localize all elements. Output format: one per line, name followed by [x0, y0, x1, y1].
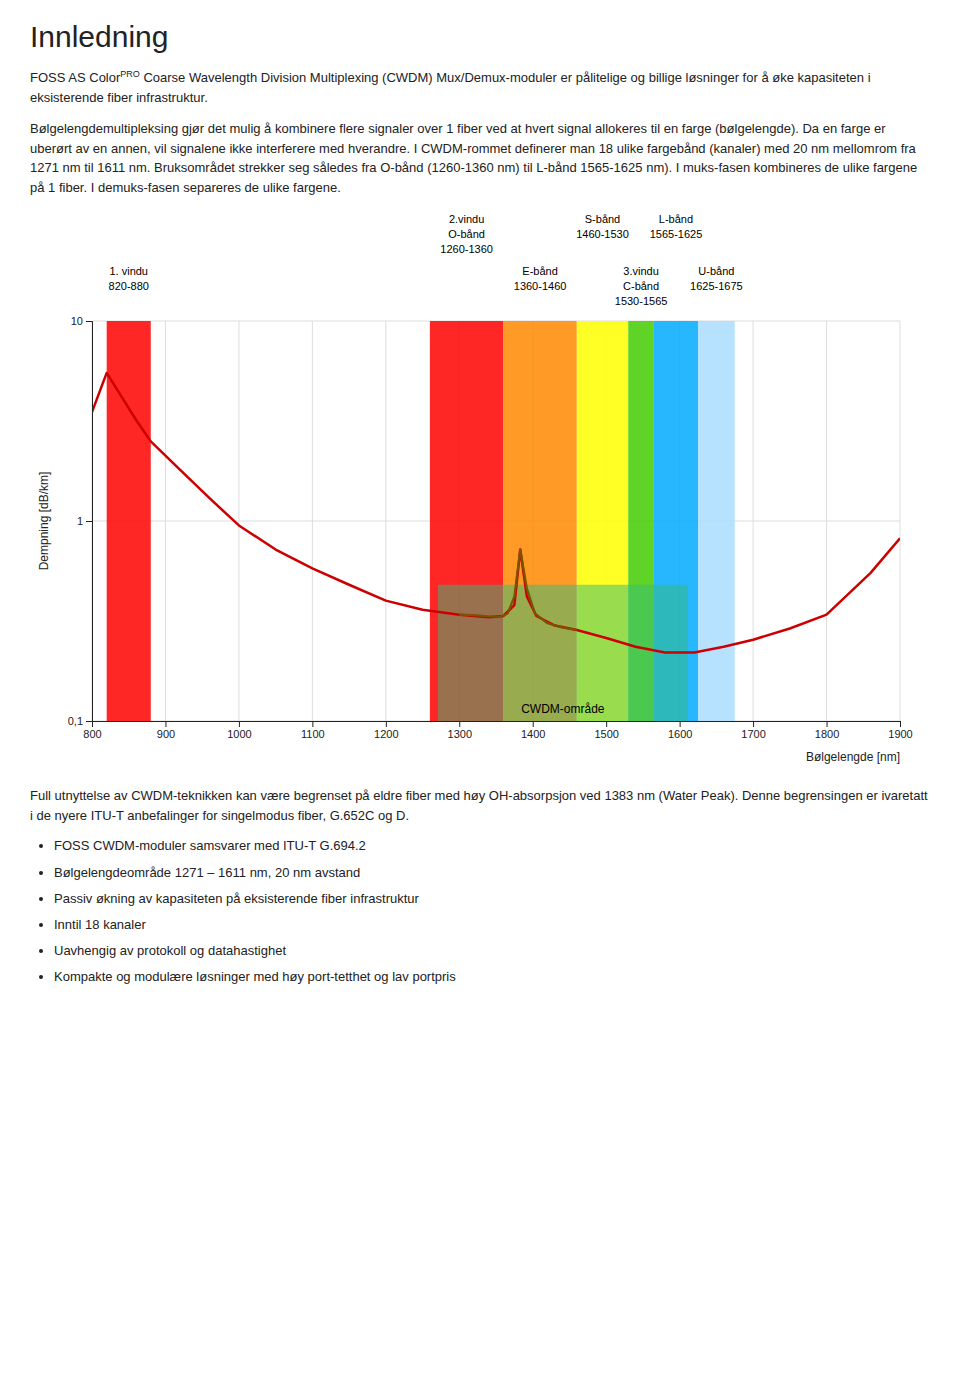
attenuation-line — [459, 550, 577, 630]
band-label: 1565-1625 — [650, 228, 703, 240]
tick-label: 1400 — [521, 728, 545, 740]
tick: 1700 — [741, 721, 765, 740]
tick: 1200 — [374, 721, 398, 740]
tick-label: 1300 — [448, 728, 472, 740]
tick-label: 800 — [83, 728, 101, 740]
bullet: Kompakte og modulære løsninger med høy p… — [54, 968, 930, 986]
band-label: 2.vindu — [449, 213, 484, 225]
tick-mark — [680, 721, 681, 727]
band-label: 820-880 — [109, 280, 149, 292]
tick-mark — [533, 721, 534, 727]
band-label: 3.vindu — [623, 265, 658, 277]
band-labels: 1. vindu 820-880 2.vindu O-bånd 1260-1360 E-b… — [109, 213, 743, 307]
tick-mark — [753, 721, 754, 727]
tick-mark — [459, 721, 460, 727]
tick: 800 — [83, 721, 101, 740]
tick-mark — [386, 721, 387, 727]
intro-superscript: PRO — [120, 69, 140, 79]
tick: 1 — [77, 515, 92, 527]
plot: 800 900 1000 1100 1200 1300 1400 1500 1600 1700 18… — [37, 315, 913, 764]
axis-line — [86, 322, 93, 722]
bullet: Uavhengig av protokoll og datahastighet — [54, 942, 930, 960]
data-area — [92, 321, 900, 721]
band-label: O-bånd — [448, 228, 485, 240]
title: Innledning — [30, 20, 930, 54]
band-label: U-bånd — [698, 265, 734, 277]
page: Innledning FOSS AS ColorPRO Coarse Wavele… — [0, 0, 960, 1014]
tick-label: 900 — [157, 728, 175, 740]
band-label: 1530-1565 — [615, 295, 668, 307]
tick-label: 1800 — [815, 728, 839, 740]
tick-mark — [239, 721, 240, 727]
cwdm-box — [438, 585, 688, 721]
band — [698, 321, 735, 721]
tick-mark — [86, 321, 92, 322]
tick-mark — [86, 521, 92, 522]
band — [107, 321, 151, 721]
grid — [92, 321, 900, 721]
tick: 1600 — [668, 721, 692, 740]
bullet: Inntil 18 kanaler — [54, 916, 930, 934]
x-axis-title: Bølgelengde [nm] — [806, 750, 900, 764]
band-label: S-bånd — [585, 213, 620, 225]
tick-mark — [827, 721, 828, 727]
tick-label: 1700 — [741, 728, 765, 740]
x-axis: 800 900 1000 1100 1200 1300 1400 1500 1600 1700 18… — [83, 721, 912, 740]
tick-label: 1200 — [374, 728, 398, 740]
band-label: 1460-1530 — [576, 228, 629, 240]
band-label: 1625-1675 — [690, 280, 743, 292]
tick-label: 1 — [77, 515, 83, 527]
band-label: C-bånd — [623, 280, 659, 292]
tick-label: 0,1 — [68, 715, 83, 727]
tick-label: 10 — [71, 315, 83, 327]
band-label: 1. vindu — [109, 265, 148, 277]
bullet-list: FOSS CWDM-moduler samsvarer med ITU-T G.… — [30, 837, 930, 986]
band-label: E-bånd — [522, 265, 557, 277]
paragraph: Full utnyttelse av CWDM-teknikken kan væ… — [30, 786, 930, 825]
tick: 1400 — [521, 721, 545, 740]
tick: 0,1 — [68, 715, 92, 727]
tick-mark — [312, 721, 313, 727]
intro-suffix: Coarse Wavelength Division Multiplexing … — [30, 70, 871, 105]
tick-label: 1600 — [668, 728, 692, 740]
tick: 1900 — [888, 721, 912, 740]
tick: 1000 — [227, 721, 251, 740]
tick-mark — [86, 721, 92, 722]
attenuation-line — [92, 373, 900, 653]
paragraph: Bølgelengdemultipleksing gjør det mulig … — [30, 119, 930, 197]
band-label: 1360-1460 — [514, 280, 567, 292]
tick: 1800 — [815, 721, 839, 740]
intro-prefix: FOSS AS Color — [30, 70, 120, 85]
band-label: L-bånd — [659, 213, 693, 225]
tick-mark — [606, 721, 607, 727]
intro: FOSS AS ColorPRO Coarse Wavelength Divis… — [30, 68, 930, 107]
bullet: Passiv økning av kapasiteten på eksister… — [54, 890, 930, 908]
tick-mark — [900, 721, 901, 727]
tick: 900 — [157, 721, 175, 740]
bullet: FOSS CWDM-moduler samsvarer med ITU-T G.… — [54, 837, 930, 855]
chart: 8009001000110012001300140015001600170018… — [30, 209, 930, 773]
tick: 10 — [71, 315, 92, 327]
tick-label: 1900 — [888, 728, 912, 740]
tick-label: 1100 — [301, 728, 325, 740]
cwdm-label: CWDM-område — [521, 702, 605, 716]
bullet: Bølgelengdeområde 1271 – 1611 nm, 20 nm … — [54, 864, 930, 882]
tick: 1500 — [594, 721, 618, 740]
tick: 1300 — [448, 721, 472, 740]
y-axis-title: Dempning [dB/km] — [37, 472, 51, 571]
axis-line — [93, 722, 901, 728]
band-label: 1260-1360 — [440, 243, 493, 255]
y-axis: 0,1 1 10 — [68, 315, 93, 727]
tick-label: 1500 — [594, 728, 618, 740]
tick-mark — [165, 721, 166, 727]
tick-label: 1000 — [227, 728, 251, 740]
tick: 1100 — [301, 721, 325, 740]
